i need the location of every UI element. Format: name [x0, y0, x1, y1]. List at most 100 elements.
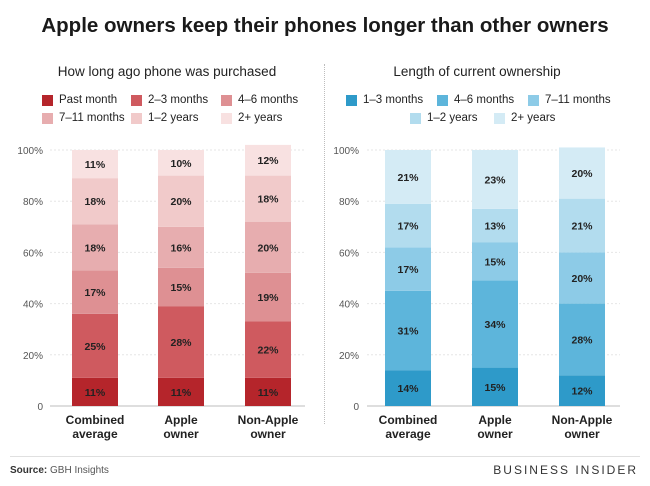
data-label: 19% [257, 292, 279, 304]
bar-segment-2-years [559, 147, 605, 199]
bar-segment-7-11-months [158, 226, 204, 268]
legend-swatch [346, 94, 357, 106]
legend-label: 4–6 months [454, 94, 515, 106]
data-label: 11% [85, 387, 106, 399]
legend-item-1-2-years-own: 1–2 years [410, 112, 478, 124]
data-label: 22% [257, 345, 279, 357]
data-label: 15% [170, 282, 192, 294]
bar-segment-1-3-months [385, 370, 431, 406]
legend-item-7-11-months: 7–11 months [42, 112, 125, 124]
legend-swatch [528, 94, 539, 106]
legend-item-7-11-months-own: 7–11 months [528, 94, 611, 106]
bar-segment-1-2-years [158, 175, 204, 227]
bar-segment-2-years [72, 150, 118, 179]
data-label: 11% [171, 387, 192, 399]
data-label: 28% [170, 337, 192, 349]
y-tick-label: 100% [333, 146, 359, 157]
data-label: 15% [484, 382, 506, 394]
legend-swatch [494, 112, 505, 124]
data-label: 25% [84, 341, 106, 353]
category-label: Combined average [66, 413, 125, 441]
data-label: 15% [484, 256, 506, 268]
chart-purchased: 0 20% 40% 60% 80% 100% 11% 25% 17% 18% 18% 11% Combi… [17, 144, 305, 441]
legend-label: 1–2 years [148, 112, 199, 124]
chart-divider [324, 64, 325, 424]
legend-swatch [131, 94, 142, 106]
category-label: Combined average [379, 413, 438, 441]
category-label: Apple owner [477, 413, 513, 441]
legend-label: 2+ years [238, 112, 283, 124]
legend-swatch [221, 112, 232, 124]
data-label: 17% [397, 264, 419, 276]
data-label: 20% [571, 273, 593, 285]
legend-swatch [410, 112, 421, 124]
data-label: 13% [484, 221, 506, 233]
y-tick-label: 100% [17, 146, 43, 157]
legend-label: 7–11 months [59, 112, 125, 124]
data-label: 20% [571, 168, 593, 180]
data-label: 20% [170, 196, 192, 208]
bar-segment-past-month [245, 377, 291, 406]
source-value: GBH Insights [50, 465, 109, 476]
legend-item-4-6-months: 4–6 months [221, 94, 298, 106]
bar-segment-2-3-months [245, 321, 291, 378]
data-label: 18% [257, 194, 279, 206]
legend-item-2-plus-years-own: 2+ years [494, 112, 555, 124]
bar-segment-past-month [158, 377, 204, 406]
bar-segment-2-years [245, 144, 291, 176]
data-label: 11% [85, 159, 106, 171]
source-label: Source: [10, 465, 48, 476]
chart-title-ownership: Length of current ownership [393, 64, 561, 79]
legend-item-1-2-years: 1–2 years [131, 112, 199, 124]
data-label: 14% [397, 383, 419, 395]
page-title: Apple owners keep their phones longer th… [41, 14, 609, 37]
legend-item-past-month: Past month [42, 94, 117, 106]
legend-swatch [42, 112, 53, 124]
legend-item-1-3-months: 1–3 months [346, 94, 423, 106]
y-tick-label: 80% [339, 197, 359, 208]
data-label: 31% [397, 325, 419, 337]
bar-segment-7-11-months [72, 224, 118, 271]
bar-segment-2-years [158, 150, 204, 176]
legend-label: 2–3 months [148, 94, 209, 106]
legend-swatch [131, 112, 142, 124]
y-tick-label: 40% [339, 300, 359, 311]
category-label: Apple owner [163, 413, 199, 441]
bar-segment-4-6-months [472, 280, 518, 368]
y-tick-label: 0 [37, 402, 43, 413]
bar-segment-4-6-months [158, 267, 204, 307]
data-label: 28% [571, 334, 593, 346]
bar-segment-1-2-years [385, 203, 431, 248]
bar-segment-2-3-months [72, 313, 118, 378]
y-tick-label: 20% [23, 351, 43, 362]
data-label: 12% [257, 155, 279, 167]
bar-segment-4-6-months [72, 270, 118, 314]
bar-segment-7-11-months [385, 247, 431, 291]
bar-segment-4-6-months [385, 290, 431, 371]
bar-segment-4-6-months [559, 303, 605, 376]
data-label: 16% [170, 242, 192, 254]
bar-segment-1-2-years [472, 208, 518, 243]
bar-segment-7-11-months [472, 242, 518, 281]
legend-label: 7–11 months [545, 94, 611, 106]
data-label: 23% [484, 174, 506, 186]
data-label: 20% [257, 242, 279, 254]
chart-ownership: 0 20% 40% 60% 80% 100% 14% 31% 17% 17% 21% Combined… [333, 146, 620, 441]
legend-item-2-plus-years: 2+ years [221, 112, 282, 124]
brand-logo: BUSINESS INSIDER [493, 463, 638, 477]
legend-label: 1–2 years [427, 112, 478, 124]
source-note: Source: GBH Insights [10, 465, 109, 476]
bar-segment-7-11-months [245, 221, 291, 273]
legend-label: 1–3 months [363, 94, 424, 106]
legend-label: Past month [59, 94, 118, 106]
legend-swatch [437, 94, 448, 106]
data-label: 21% [571, 221, 593, 233]
legend-swatch [221, 94, 232, 106]
bar-segment-4-6-months [245, 272, 291, 322]
data-label: 21% [397, 172, 419, 184]
chart-title-purchased: How long ago phone was purchased [57, 64, 277, 79]
category-label: Non-Apple owner [552, 413, 613, 441]
bar-segment-1-3-months [472, 367, 518, 406]
bar-segment-2-3-months [158, 306, 204, 378]
